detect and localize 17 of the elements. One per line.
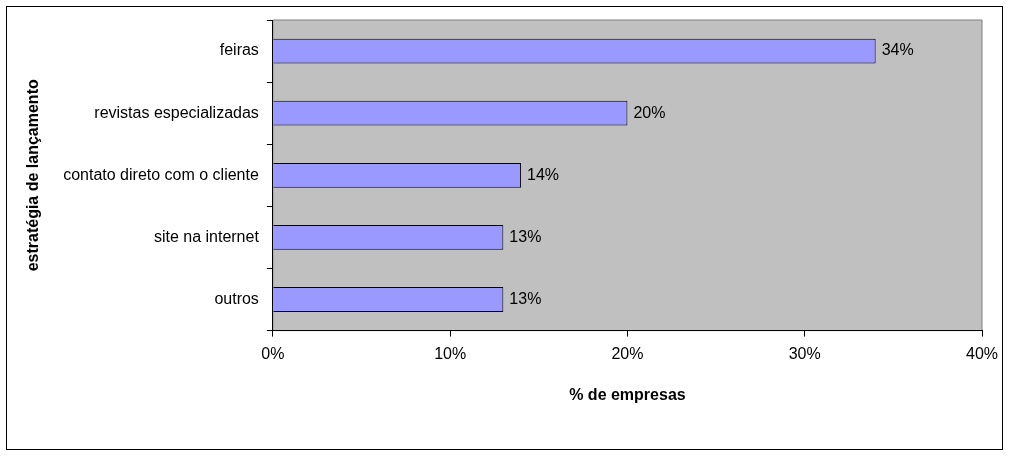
- x-axis-title: % de empresas: [569, 385, 686, 403]
- data-label: 14%: [527, 165, 560, 183]
- y-tick-label: contato direto com o cliente: [63, 165, 259, 183]
- x-tick-label: 20%: [611, 344, 644, 362]
- y-tick-label: revistas especializadas: [94, 103, 259, 121]
- y-tick-label: site na internet: [153, 227, 260, 245]
- data-label: 34%: [881, 41, 914, 59]
- y-tick-label: feiras: [219, 41, 259, 59]
- data-label: 13%: [509, 227, 542, 245]
- data-label: 13%: [509, 289, 542, 307]
- y-axis-title: estratégia de lançamento: [24, 79, 42, 272]
- x-tick-label: 40%: [965, 344, 999, 362]
- x-tick-label: 30%: [788, 344, 821, 362]
- x-tick-label: 0%: [261, 344, 285, 362]
- y-tick-label: outros: [214, 289, 259, 307]
- data-label: 20%: [633, 103, 666, 121]
- x-tick-label: 10%: [434, 344, 467, 362]
